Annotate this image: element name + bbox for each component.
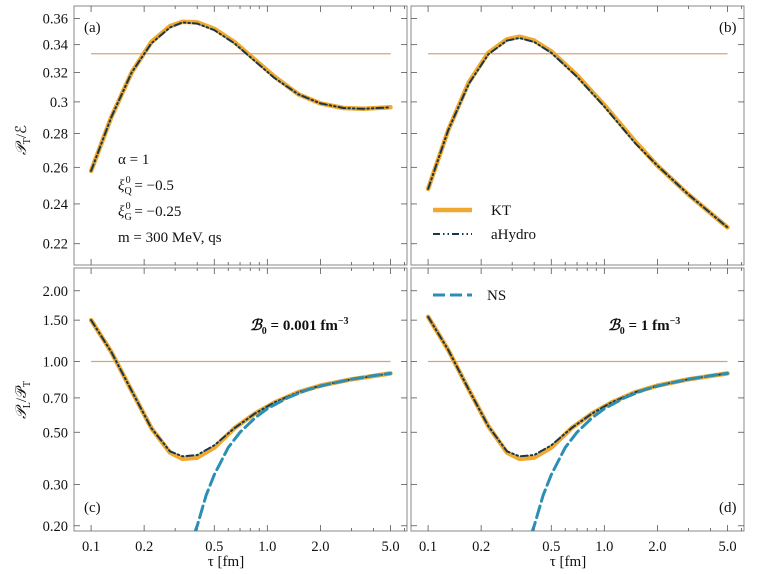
panel-label-b: (b) [719,20,737,36]
x-tick-label-c: 2.0 [311,539,329,555]
panel-label-d: (d) [719,500,737,516]
x-tick-label-c: 0.1 [82,539,100,555]
b0-c-value: = 0.001 fm [267,318,339,334]
annotation-b0-c: ℬ0 = 0.001 fm−3 [250,316,349,337]
y-tick-label-a: 0.22 [43,237,68,253]
xi-q-value: = −0.5 [131,178,174,194]
y-tick-label-a: 0.32 [43,65,68,81]
x-tick-label-d: 0.5 [542,539,560,555]
ylabel-bottom-sub2: T [22,381,33,387]
panel-d-frame [410,267,745,532]
panel-label-c: (c) [84,500,101,516]
series-kt-b [425,34,730,230]
panel-a-frame [73,5,408,266]
x-tick-label-c: 5.0 [381,539,399,555]
series-ns-c [193,371,392,531]
y-axis-label-top: 𝒫T/ℰ [14,125,33,155]
b0-c-symbol: ℬ [250,317,264,334]
b0-d-value: = 1 fm [625,318,670,334]
xi-g-symbol: ξ [118,204,125,220]
x-tick-label-c: 1.0 [258,539,276,555]
xi-g-sup: 0 [126,201,131,212]
series-ns-d [530,371,729,531]
legend-kt-label: KT [491,203,511,219]
annotation-alpha: α = 1 [118,152,149,168]
x-tick-label-c: 0.5 [205,539,223,555]
y-tick-label-a: 0.3 [50,95,68,111]
y-tick-label-c: 0.20 [43,519,68,535]
plot-layer [88,19,730,531]
annotation-mass: m = 300 MeV, qs [118,230,222,246]
x-tick-label-d: 2.0 [648,539,666,555]
x-tick-label-d: 5.0 [718,539,736,555]
y-tick-label-c: 2.00 [43,284,68,300]
b0-c-sub: 0 [262,326,267,337]
legend-ns-label: NS [487,288,506,304]
y-tick-label-c: 1.00 [43,355,68,371]
xi-q-sub: Q [124,186,132,197]
b0-c-exp: −3 [338,316,349,327]
y-tick-label-a: 0.36 [43,12,68,28]
ylabel-top-rest: /ℰ [14,125,30,138]
xi-g-value: = −0.25 [131,204,182,220]
xi-g-sub: G [124,212,131,223]
series-kt-c [88,317,393,462]
x-tick-label-d: 1.0 [595,539,613,555]
series-ahydro-c [90,319,392,458]
y-tick-label-a: 0.24 [43,197,69,213]
y-axis-label-bottom: 𝒫L/𝒫T [14,381,33,419]
ylabel-top-sub: T [22,138,33,144]
panel-b-frame [410,5,745,266]
y-tick-label-c: 1.50 [43,313,68,329]
series-kt-a [88,19,393,174]
y-tick-label-a: 0.34 [43,38,69,54]
panel-c-frame [73,267,408,532]
annotation-xi-g: ξG0 = −0.25 [118,201,181,223]
series-ahydro-a [90,21,392,172]
y-tick-label-a: 0.26 [43,160,68,176]
x-axis-label-right: τ [fm] [550,554,586,570]
xi-q-symbol: ξ [118,178,125,194]
x-tick-label-c: 0.2 [135,539,153,555]
b0-d-sub: 0 [620,326,625,337]
ylabel-bottom-mid: /𝒫 [14,385,30,402]
y-tick-label-c: 0.70 [43,391,68,407]
series-ahydro-d [427,315,729,458]
x-tick-label-d: 0.1 [419,539,437,555]
x-tick-label-d: 0.2 [472,539,490,555]
b0-d-exp: −3 [670,316,681,327]
b0-d-symbol: ℬ [608,317,622,334]
annotation-b0-d: ℬ0 = 1 fm−3 [608,316,680,337]
annotation-xi-q: ξQ0 = −0.5 [118,175,174,197]
y-tick-label-c: 0.50 [43,425,68,441]
y-tick-label-c: 0.30 [43,477,68,493]
series-ahydro-b [427,37,729,229]
series-kt-d [425,314,730,462]
y-tick-label-a: 0.28 [43,126,68,142]
panel-label-a: (a) [84,20,101,36]
xi-q-sup: 0 [126,175,131,186]
legend-ahydro-label: aHydro [491,227,536,243]
x-axis-label-left: τ [fm] [208,554,244,570]
ylabel-bottom-sub: L [22,402,33,408]
tick-layer: 0.360.340.320.30.280.260.240.222.001.501… [43,6,744,555]
